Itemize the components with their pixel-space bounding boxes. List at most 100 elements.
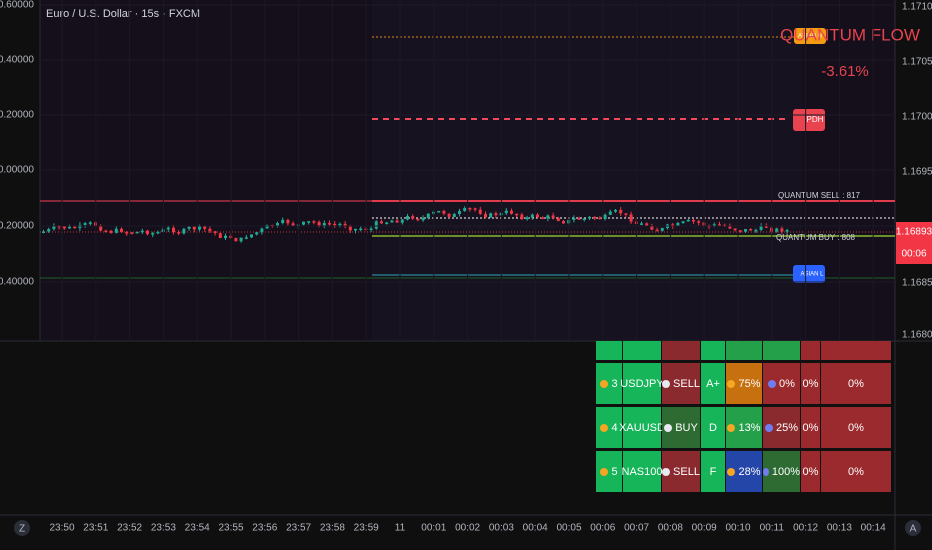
candle bbox=[452, 213, 456, 217]
time-label: 00:12 bbox=[793, 523, 818, 534]
candle bbox=[120, 228, 123, 233]
table-cell: 0% bbox=[801, 451, 820, 492]
candle bbox=[728, 225, 732, 229]
candle bbox=[213, 231, 217, 234]
right-axis-label: 1.17050 bbox=[902, 57, 932, 68]
price-tag-value: 1.16893 bbox=[896, 227, 932, 238]
candle bbox=[718, 224, 721, 226]
icon bbox=[727, 467, 736, 476]
cell-text: 0% bbox=[802, 377, 819, 390]
table-cell: 5 bbox=[596, 451, 622, 492]
table-cell: 100% bbox=[763, 451, 800, 492]
time-label: 00:08 bbox=[658, 523, 683, 534]
timezone-button[interactable] bbox=[14, 520, 30, 536]
table-cell bbox=[623, 341, 661, 360]
candle bbox=[463, 207, 467, 212]
table-cell: SELL bbox=[662, 451, 700, 492]
icon bbox=[662, 379, 671, 388]
table-cell: 0% bbox=[821, 407, 891, 448]
right-axis-label: 1.16950 bbox=[902, 167, 932, 178]
candle bbox=[333, 223, 337, 226]
table-cell: A+ bbox=[701, 363, 725, 404]
left-axis-label: 0.00000 bbox=[0, 165, 34, 176]
right-axis-label: 1.16800 bbox=[902, 330, 932, 341]
time-label: 00:09 bbox=[692, 523, 717, 534]
candle bbox=[520, 214, 524, 220]
candle bbox=[239, 237, 243, 242]
right-axis-label: 1.17000 bbox=[902, 112, 932, 123]
pdh-label: PDH bbox=[807, 115, 824, 124]
candle bbox=[447, 213, 451, 217]
table-cell: 13% bbox=[726, 407, 762, 448]
auto-scale-button[interactable] bbox=[905, 520, 921, 536]
candle bbox=[400, 219, 404, 223]
time-label: 23:57 bbox=[286, 523, 311, 534]
footer-right[interactable]: A bbox=[910, 524, 917, 535]
time-label: 11 bbox=[395, 523, 406, 534]
candle bbox=[598, 217, 602, 220]
candle bbox=[629, 214, 633, 222]
candle bbox=[536, 214, 539, 218]
candle bbox=[218, 233, 222, 239]
candle bbox=[655, 229, 659, 232]
candle bbox=[182, 228, 186, 234]
time-label: 00:02 bbox=[455, 523, 480, 534]
table-cell: NAS100 bbox=[622, 451, 663, 492]
candle bbox=[593, 216, 597, 219]
time-label: 23:53 bbox=[151, 523, 176, 534]
candle bbox=[359, 228, 363, 231]
cell-text: 100% bbox=[771, 465, 800, 478]
candle bbox=[312, 221, 316, 223]
candle bbox=[286, 219, 290, 224]
candle bbox=[52, 225, 56, 230]
table-cell: USDJPY bbox=[620, 363, 664, 404]
time-label: 23:59 bbox=[354, 523, 379, 534]
cell-text: 0% bbox=[848, 377, 864, 390]
candle bbox=[302, 221, 305, 225]
candle bbox=[785, 230, 789, 232]
candle bbox=[130, 232, 134, 234]
candle bbox=[62, 226, 66, 229]
price-tag bbox=[896, 222, 932, 264]
candle bbox=[104, 230, 108, 233]
candle bbox=[99, 225, 103, 231]
candle bbox=[426, 213, 430, 219]
cell-text: 3 bbox=[611, 377, 618, 390]
candle bbox=[172, 227, 175, 232]
cell-text: SELL bbox=[673, 465, 700, 478]
candle bbox=[354, 228, 357, 231]
right-axis-label: 1.16850 bbox=[902, 278, 932, 289]
candle bbox=[369, 228, 373, 231]
candle bbox=[250, 234, 253, 238]
time-label: 00:05 bbox=[556, 523, 581, 534]
candle bbox=[177, 231, 181, 234]
candle bbox=[530, 214, 534, 218]
time-label: 23:58 bbox=[320, 523, 345, 534]
cell-text: D bbox=[709, 421, 717, 434]
candle bbox=[546, 215, 550, 219]
candle bbox=[473, 208, 477, 210]
cell-text: F bbox=[709, 465, 717, 478]
candle bbox=[317, 221, 321, 227]
candle bbox=[650, 225, 654, 230]
candle bbox=[416, 218, 420, 221]
time-label: 00:03 bbox=[489, 523, 514, 534]
candle bbox=[671, 224, 675, 226]
candle bbox=[307, 221, 311, 223]
time-label: 00:13 bbox=[827, 523, 852, 534]
icon bbox=[764, 423, 773, 432]
candle bbox=[624, 213, 628, 215]
time-label: 23:56 bbox=[252, 523, 277, 534]
candle bbox=[406, 216, 409, 220]
candle bbox=[733, 228, 737, 231]
symbol-title: Euro / U.S. Dollar · 15s · FXCM bbox=[46, 8, 200, 20]
buy-label: QUANTUM BUY : 808 bbox=[776, 233, 856, 242]
table-cell: 75% bbox=[726, 363, 762, 404]
candle bbox=[125, 232, 129, 234]
candle bbox=[276, 223, 279, 227]
footer-left[interactable]: Z bbox=[19, 524, 25, 535]
time-label: 23:50 bbox=[49, 523, 74, 534]
asian-low-tag bbox=[793, 265, 825, 283]
time-label: 00:07 bbox=[624, 523, 649, 534]
